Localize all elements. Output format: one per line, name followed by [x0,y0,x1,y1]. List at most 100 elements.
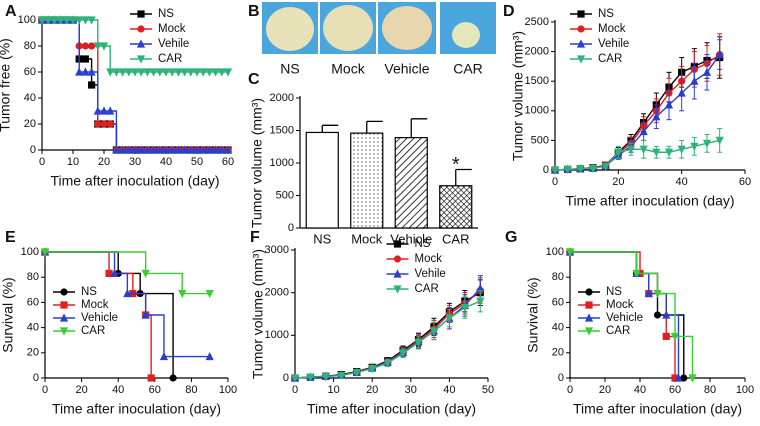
marker [75,67,84,76]
x-tick-label: 80 [704,384,716,396]
marker [178,289,187,299]
panel-label: A [5,3,17,20]
marker [124,145,133,154]
marker [137,68,146,77]
marker [217,68,226,77]
marker [123,288,132,298]
marker [88,42,96,50]
y-tick-label: 0 [543,164,549,176]
chart-panel: G 0 20 40 60 80 100 Survival (%) 0 20 40 60 80 100 Tim… [505,229,754,416]
legend-marker [136,55,146,64]
legend-marker [584,327,594,336]
x-tick-label: 60 [149,384,161,396]
marker [223,145,233,154]
legend-label: Vehile [598,38,629,50]
y-axis-title: Tumor volume (mm³) [249,98,265,228]
marker [93,42,102,51]
y-tick-label: 40 [27,322,39,334]
marker [662,332,670,341]
legend-marker [577,25,585,33]
y-tick-label: 1500 [270,124,294,136]
marker [81,67,90,76]
marker [143,68,152,77]
marker [174,145,183,154]
marker [205,68,214,77]
marker [93,106,102,115]
y-tick-label: 1000 [525,105,549,117]
y-tick-label: 2000 [525,46,549,58]
x-tick-label: 80 [185,384,197,396]
x-axis-title: Time after inoculation (day) [50,173,219,189]
x-tick-label: 40 [676,176,688,188]
marker [81,42,89,50]
marker [588,164,598,173]
marker [168,145,177,154]
bar [305,131,339,229]
marker [626,145,636,154]
marker [476,283,485,292]
marker [653,289,662,299]
marker [169,374,177,382]
y-tick-label: 500 [531,134,549,146]
marker [223,68,233,77]
y-tick-label: 20 [552,347,564,359]
panel-label: G [505,229,517,246]
x-tick-label: 100 [736,384,754,396]
panel-label: E [5,229,16,246]
marker [155,145,164,154]
marker [563,165,572,175]
marker [81,16,90,25]
x-tick-label: NS [313,231,331,246]
legend-marker [576,55,586,64]
y-tick-label: 80 [552,271,564,283]
marker [199,145,208,154]
marker [174,68,183,77]
marker [652,112,661,121]
marker [118,68,127,77]
y-tick-label: 100 [18,14,36,26]
marker [44,16,53,25]
legend-marker [585,288,593,296]
x-tick-label: 50 [482,384,494,396]
legend-label: NS [606,286,622,298]
marker [306,373,315,382]
x-tick-label: 0 [39,156,45,168]
x-axis-title: Time after inoculation (day) [52,401,221,417]
legend-label: CAR [81,325,105,337]
y-tick-label: 3000 [265,244,289,256]
panel-label: F [250,229,260,246]
marker [112,145,121,154]
y-tick-label: 60 [24,66,36,78]
legend-marker [60,288,68,296]
marker [192,145,202,154]
legend-marker [393,240,402,248]
marker [639,145,648,154]
x-axis-title: Time after inoculation (day) [573,401,742,417]
marker [565,248,575,257]
legend-label: NS [598,8,614,20]
legend-marker [393,269,402,278]
legend-marker [59,313,69,322]
x-tick-label: 10 [67,156,79,168]
marker [632,269,641,279]
marker [429,327,439,336]
marker [168,68,177,77]
marker [186,145,195,154]
legend-label: NS [158,8,174,20]
marker [180,68,189,77]
marker [644,288,653,298]
legend-label: CAR [158,53,182,65]
marker [601,162,610,172]
marker [161,145,171,154]
marker [352,368,361,378]
marker [445,314,454,323]
step-line [42,19,228,73]
marker [118,145,127,154]
x-tick-label: CAR [442,231,469,246]
marker [141,310,150,319]
x-tick-label: 50 [191,156,203,168]
tumor [382,6,432,50]
marker [398,349,408,358]
marker [130,68,140,77]
